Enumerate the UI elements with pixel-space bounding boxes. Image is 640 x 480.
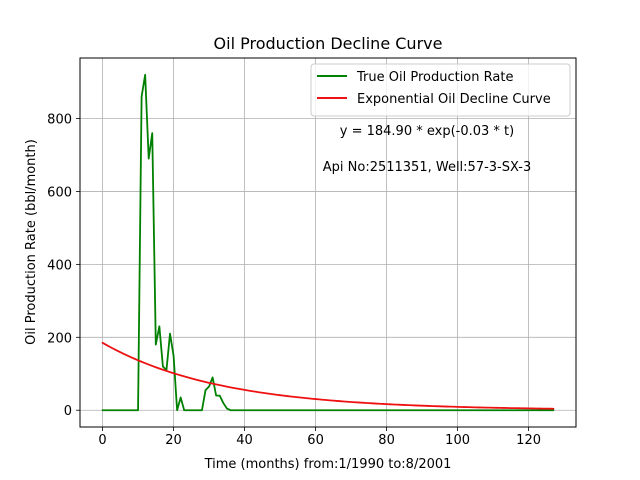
y-tick-label: 800 — [47, 113, 72, 128]
x-axis-label: Time (months) from:1/1990 to:8/2001 — [204, 457, 452, 472]
plot-frame — [79, 57, 577, 428]
legend: True Oil Production Rate Exponential Oil… — [310, 63, 571, 117]
x-tick-label: 40 — [236, 433, 253, 448]
x-tick-label: 0 — [98, 433, 106, 448]
x-tick-label: 20 — [165, 433, 182, 448]
equation-annotation: y = 184.90 * exp(-0.03 * t) — [340, 124, 514, 139]
y-tick-label: 600 — [47, 185, 72, 200]
x-tick-label: 60 — [307, 433, 324, 448]
series-line-true-rate — [101, 73, 555, 412]
axis-ticks: 0 20 40 60 80 100 120 0 200 400 600 800 — [47, 113, 541, 448]
x-tick-label: 120 — [516, 433, 541, 448]
y-axis-label: Oil Production Rate (bbl/month) — [24, 139, 39, 345]
legend-label-exponential-decline: Exponential Oil Decline Curve — [357, 92, 551, 107]
legend-label-true-rate: True Oil Production Rate — [356, 70, 513, 85]
chart-title: Oil Production Decline Curve — [214, 34, 443, 53]
y-tick-label: 400 — [47, 258, 72, 273]
x-tick-label: 80 — [378, 433, 395, 448]
well-annotation: Api No:2511351, Well:57-3-SX-3 — [323, 160, 531, 175]
series-layer — [101, 73, 555, 412]
series-line-exponential-decline — [101, 341, 555, 410]
legend-box — [310, 63, 571, 117]
y-tick-label: 200 — [47, 331, 72, 346]
x-tick-label: 100 — [445, 433, 470, 448]
grid — [80, 58, 576, 427]
y-tick-label: 0 — [64, 404, 72, 419]
